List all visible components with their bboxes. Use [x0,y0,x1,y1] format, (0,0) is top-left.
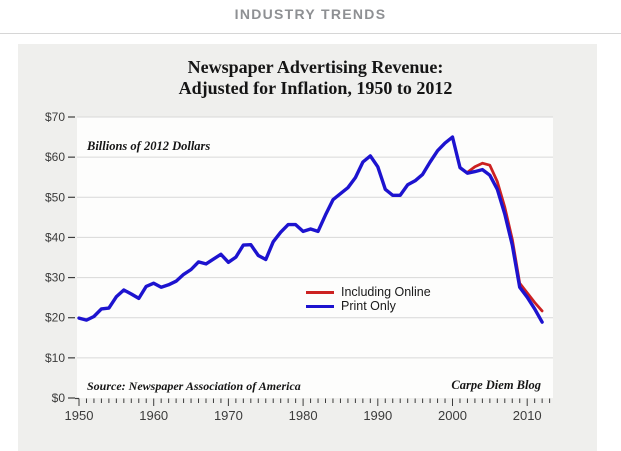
including-online-line [465,161,544,313]
credit-note: Carpe Diem Blog [451,378,541,392]
chart-title-line1: Newspaper Advertising Revenue: [187,57,444,77]
legend-label-including-online: Including Online [341,285,431,299]
legend-item-print-only: Print Only [306,299,431,313]
y-tick-label: $40 [45,230,65,244]
x-tick-label: 1980 [289,408,318,423]
chart-canvas: $0 $10 $20 $30 $40 $50 $60 $70 1950 1960 1970 1980 1… [45,110,553,423]
plot-area [77,117,553,398]
legend-label-print-only: Print Only [341,299,396,313]
y-tick-label: $70 [45,110,65,124]
source-note: Source: Newspaper Association of America [87,379,301,393]
x-tick-label: 1960 [139,408,168,423]
newspaper-revenue-chart: $0 $10 $20 $30 $40 $50 $60 $70 1950 1960 1970 1980 1… [18,44,597,451]
header-divider [0,33,621,34]
chart-title: Newspaper Advertising Revenue: Adjusted … [26,57,605,99]
y-tick-label: $20 [45,311,65,325]
page-header-title: INDUSTRY TRENDS [234,6,387,22]
x-tick-label: 1950 [65,408,94,423]
y-tick-label: $60 [45,150,65,164]
legend-item-including-online: Including Online [306,285,431,299]
y-tick-label: $50 [45,190,65,204]
print-only-line [77,135,544,324]
y-tick-label: $30 [45,271,65,285]
x-tick-label: 1970 [214,408,243,423]
including-online-line-swatch [306,290,334,294]
x-tick-label: 2010 [513,408,542,423]
y-tick-label: $0 [52,391,66,405]
x-tick-label: 2000 [438,408,467,423]
print-only-line-swatch [306,304,334,308]
units-annotation: Billions of 2012 Dollars [87,139,211,153]
y-tick-label: $10 [45,351,65,365]
chart-legend: Including Online Print Only [306,285,431,313]
chart-title-line2: Adjusted for Inflation, 1950 to 2012 [178,78,453,98]
x-tick-label: 1990 [363,408,392,423]
